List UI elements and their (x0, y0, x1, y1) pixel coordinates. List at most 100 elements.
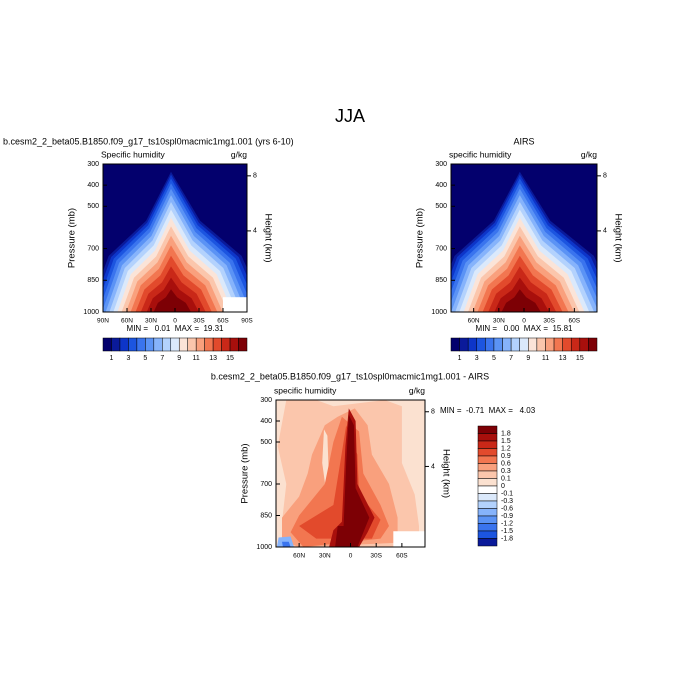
colorbar-box (493, 337, 503, 352)
x-tick-label: 60S (217, 318, 229, 325)
left-string: Specific humidity (101, 149, 166, 159)
right-string: g/kg (231, 149, 247, 159)
y-tick-label: 300 (435, 161, 447, 168)
colorbar-box (477, 530, 498, 539)
y-tick-label: 300 (260, 397, 272, 404)
y-tick-label: 1000 (431, 309, 447, 316)
y-tick-label: 700 (435, 245, 447, 252)
colorbar-box (102, 337, 112, 352)
colorbar-box (519, 337, 529, 352)
colorbar-box (545, 337, 555, 352)
y-axis-label: Pressure (mb) (240, 443, 251, 503)
colorbar-label: -1.8 (501, 535, 513, 542)
colorbar-box (221, 337, 231, 352)
contour-band (282, 541, 291, 547)
colorbar-box (477, 440, 498, 449)
colorbar-label: 1.8 (501, 430, 511, 437)
y2-axis-label: Height (km) (440, 449, 451, 498)
colorbar-box (170, 337, 180, 352)
y-axis-label: Pressure (mb) (415, 208, 426, 268)
colorbar-label: 0.6 (501, 460, 511, 467)
colorbar-box (477, 463, 498, 472)
stats: MIN = 0.00 MAX = 15.81 (476, 324, 573, 333)
colorbar-box (119, 337, 129, 352)
colorbar-label: 11 (193, 355, 200, 362)
right-string: g/kg (409, 385, 425, 395)
x-tick-label: 60S (396, 553, 408, 560)
y-axis-label: Pressure (mb) (67, 208, 78, 268)
contour-band (501, 289, 541, 312)
colorbar-box (477, 433, 498, 442)
colorbar-label: 1.2 (501, 445, 511, 452)
colorbar-box (570, 337, 581, 352)
colorbar-label: 0.1 (501, 475, 511, 482)
colorbar-box (485, 337, 495, 352)
colorbar-box (162, 337, 172, 352)
panel: b.cesm2_2_beta05.B1850.f09_g17_ts10spl0m… (211, 371, 536, 559)
x-tick-label: 90N (97, 318, 109, 325)
y2-tick-label: 8 (603, 173, 607, 180)
colorbar-box (229, 337, 239, 352)
panel-title: b.cesm2_2_beta05.B1850.f09_g17_ts10spl0m… (3, 136, 294, 146)
colorbar-label: 9 (526, 355, 530, 362)
colorbar: 1.81.51.20.90.60.30.10-0.1-0.3-0.6-0.9-1… (477, 425, 513, 547)
colorbar-label: -1.2 (501, 520, 513, 527)
panel: b.cesm2_2_beta05.B1850.f09_g17_ts10spl0m… (3, 136, 294, 361)
colorbar-label: 7 (509, 355, 513, 362)
x-tick-label: 0 (173, 318, 177, 325)
stats: MIN = 0.01 MAX = 19.31 (127, 324, 224, 333)
panel-title: b.cesm2_2_beta05.B1850.f09_g17_ts10spl0m… (211, 371, 489, 381)
contour-band (153, 289, 191, 312)
colorbar-box (477, 485, 498, 494)
colorbar-box (477, 523, 498, 532)
figure-title: JJA (335, 106, 365, 126)
y-tick-label: 400 (260, 418, 272, 425)
colorbar-box (477, 448, 498, 457)
colorbar-box (477, 470, 498, 479)
colorbar-box (579, 337, 589, 352)
colorbar-label: 3 (126, 355, 130, 362)
y-tick-label: 850 (87, 277, 99, 284)
colorbar-label: -0.9 (501, 513, 513, 520)
contour-field (451, 164, 597, 312)
colorbar-box (128, 337, 138, 352)
colorbar-box (178, 337, 188, 352)
y-tick-label: 850 (435, 277, 447, 284)
y-tick-label: 1000 (83, 309, 99, 316)
colorbar-box (459, 337, 469, 352)
contour-band (276, 536, 294, 547)
x-tick-label: 0 (349, 553, 353, 560)
x-tick-label: 30N (493, 318, 505, 325)
x-tick-label: 30S (370, 553, 382, 560)
x-tick-label: 60N (293, 553, 305, 560)
colorbar: 1 3 5 7 9 11 13 15 (102, 337, 248, 362)
colorbar-label: 15 (226, 355, 234, 362)
colorbar-box (204, 337, 214, 352)
colorbar-box (510, 337, 520, 352)
colorbar-label: 5 (492, 355, 496, 362)
contour-field (103, 164, 247, 312)
y2-tick-label: 4 (603, 228, 607, 235)
y-tick-label: 500 (435, 203, 447, 210)
y-tick-label: 500 (260, 439, 272, 446)
colorbar-label: 7 (160, 355, 164, 362)
colorbar-box (145, 337, 155, 352)
colorbar-label: 0.3 (501, 468, 511, 475)
colorbar-box (195, 337, 205, 352)
y2-tick-label: 8 (253, 173, 257, 180)
colorbar-box (477, 538, 498, 547)
colorbar-box (467, 337, 478, 352)
contour-field (276, 400, 425, 547)
colorbar-box (477, 500, 498, 509)
y-tick-label: 700 (87, 245, 99, 252)
missing-data (393, 531, 425, 547)
y2-tick-label: 4 (253, 228, 257, 235)
colorbar-label: 1.5 (501, 438, 511, 445)
contour-band (335, 414, 370, 547)
left-string: specific humidity (274, 385, 337, 395)
y-tick-label: 500 (87, 203, 99, 210)
x-tick-label: 0 (522, 318, 526, 325)
colorbar: 1 3 5 7 9 11 13 15 (450, 337, 598, 362)
colorbar-label: -0.6 (501, 505, 513, 512)
